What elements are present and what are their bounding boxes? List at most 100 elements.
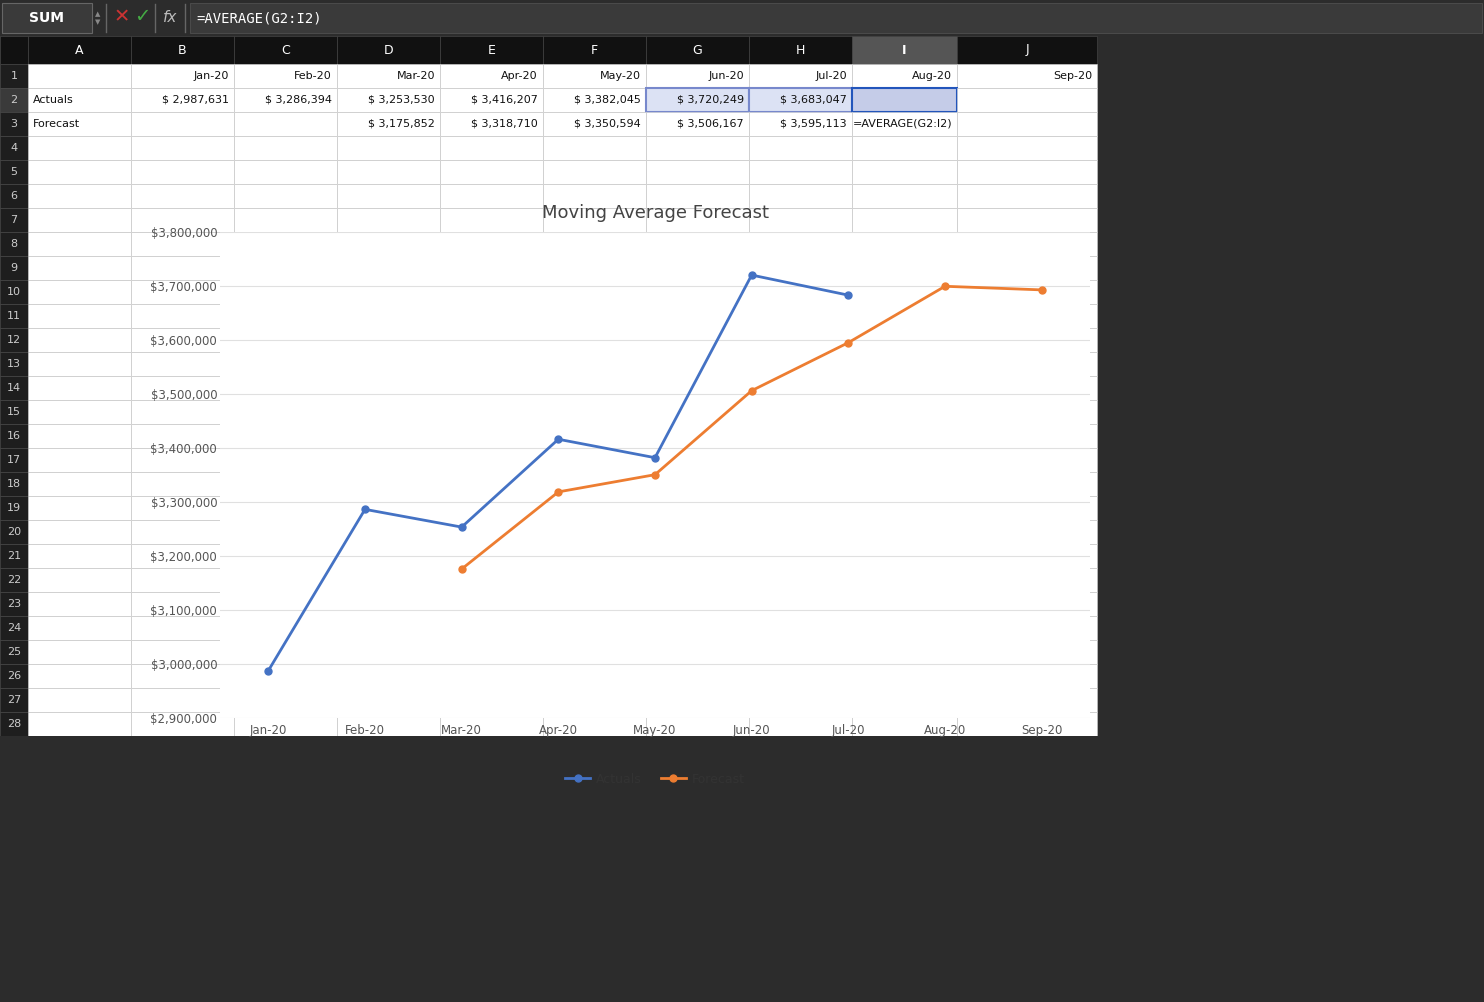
Bar — [852, 592, 957, 616]
Bar — [131, 232, 234, 256]
Bar — [337, 520, 439, 544]
Text: $ 3,350,594: $ 3,350,594 — [574, 119, 641, 129]
Bar — [957, 64, 1097, 88]
Bar — [852, 280, 957, 304]
Text: 5: 5 — [10, 167, 18, 177]
Bar — [439, 376, 543, 400]
Bar — [131, 400, 234, 424]
Bar — [234, 424, 337, 448]
Text: Jan-20: Jan-20 — [193, 71, 229, 81]
Bar — [646, 424, 749, 448]
Bar — [131, 544, 234, 568]
Bar — [957, 328, 1097, 352]
Forecast — [453, 563, 470, 575]
Bar — [28, 712, 131, 736]
Bar — [439, 400, 543, 424]
Text: Aug-20: Aug-20 — [913, 71, 953, 81]
Bar — [957, 616, 1097, 640]
Bar — [646, 232, 749, 256]
Text: 21: 21 — [7, 551, 21, 561]
Bar — [646, 544, 749, 568]
Bar — [957, 520, 1097, 544]
Bar — [439, 712, 543, 736]
Bar — [0, 544, 28, 568]
Bar — [646, 280, 749, 304]
Bar — [337, 568, 439, 592]
Bar — [749, 112, 852, 136]
Bar — [646, 256, 749, 280]
Bar — [337, 640, 439, 664]
Bar — [852, 88, 957, 112]
Bar — [543, 256, 646, 280]
Bar — [337, 592, 439, 616]
Bar — [646, 688, 749, 712]
Bar — [646, 328, 749, 352]
Text: 18: 18 — [7, 479, 21, 489]
Bar — [852, 640, 957, 664]
Forecast — [549, 486, 567, 498]
Bar — [234, 640, 337, 664]
Bar — [957, 208, 1097, 232]
Bar — [131, 36, 234, 64]
Text: 3: 3 — [10, 119, 18, 129]
Bar — [234, 568, 337, 592]
Bar — [543, 184, 646, 208]
Forecast — [840, 337, 858, 349]
Bar — [543, 36, 646, 64]
Text: 26: 26 — [7, 671, 21, 681]
Bar — [957, 304, 1097, 328]
Bar — [0, 616, 28, 640]
Bar — [131, 352, 234, 376]
Bar — [646, 400, 749, 424]
Bar — [439, 280, 543, 304]
Bar — [28, 520, 131, 544]
Text: $ 3,595,113: $ 3,595,113 — [781, 119, 847, 129]
Text: 14: 14 — [7, 383, 21, 393]
Bar — [234, 64, 337, 88]
Forecast — [743, 385, 761, 397]
Bar — [131, 568, 234, 592]
Bar — [852, 520, 957, 544]
Bar — [646, 568, 749, 592]
Bar — [0, 352, 28, 376]
Bar — [0, 496, 28, 520]
Bar — [234, 352, 337, 376]
Bar — [28, 640, 131, 664]
Bar — [131, 664, 234, 688]
Bar — [439, 424, 543, 448]
Bar — [852, 472, 957, 496]
Bar — [852, 544, 957, 568]
Bar — [28, 592, 131, 616]
Bar — [439, 160, 543, 184]
Bar — [0, 232, 28, 256]
Bar — [337, 256, 439, 280]
Text: ▲: ▲ — [95, 11, 101, 17]
Text: =AVERAGE(G2:I2): =AVERAGE(G2:I2) — [196, 11, 322, 25]
Bar — [957, 664, 1097, 688]
Bar — [749, 280, 852, 304]
Bar — [749, 136, 852, 160]
Bar — [957, 184, 1097, 208]
Bar — [543, 280, 646, 304]
Text: I: I — [902, 43, 907, 56]
Line: Actuals: Actuals — [264, 272, 852, 674]
Actuals — [453, 521, 470, 533]
Text: =AVERAGE(G2:I2): =AVERAGE(G2:I2) — [852, 119, 953, 129]
Bar — [749, 88, 852, 112]
Bar — [439, 688, 543, 712]
Bar — [543, 424, 646, 448]
Bar — [957, 36, 1097, 64]
Bar — [439, 88, 543, 112]
Bar — [957, 352, 1097, 376]
Bar — [28, 64, 131, 88]
Bar — [852, 64, 957, 88]
Bar — [543, 568, 646, 592]
Bar — [957, 88, 1097, 112]
Text: 20: 20 — [7, 527, 21, 537]
Bar — [957, 136, 1097, 160]
Text: Apr-20: Apr-20 — [502, 71, 539, 81]
Text: 6: 6 — [10, 191, 18, 201]
Bar — [749, 616, 852, 640]
Bar — [0, 184, 28, 208]
Bar — [234, 328, 337, 352]
